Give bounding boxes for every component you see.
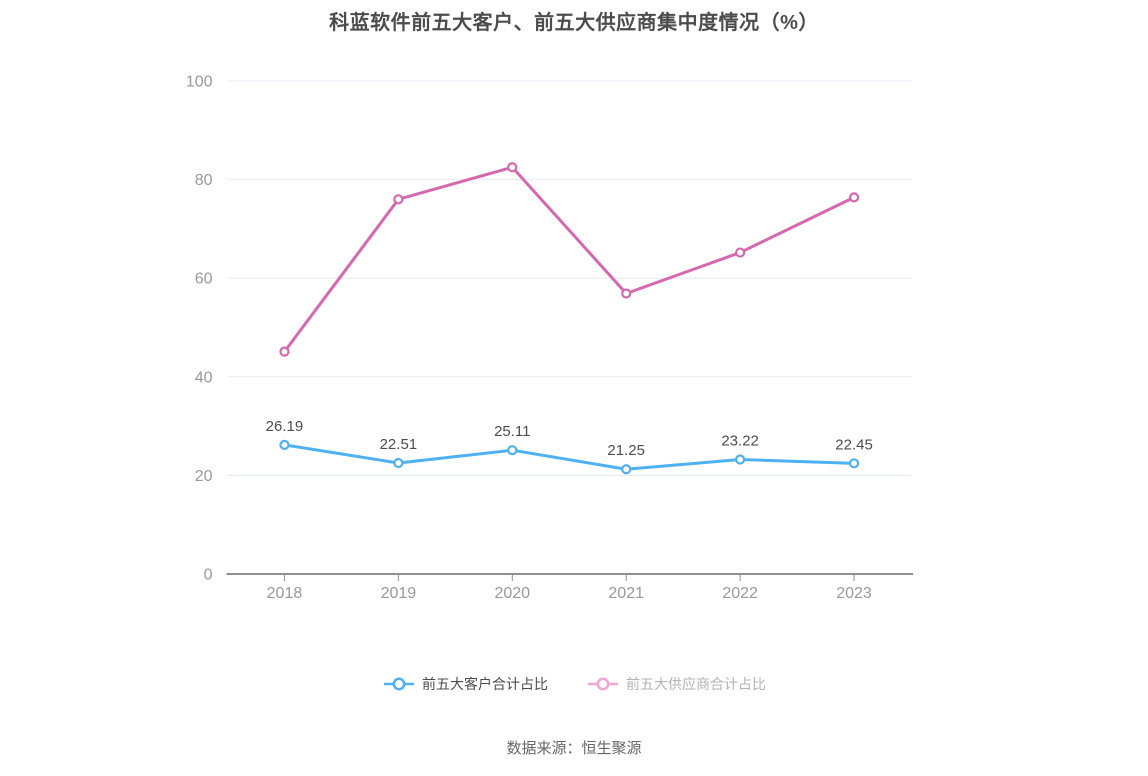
data-label: 25.11 [494, 423, 530, 440]
data-point[interactable] [279, 346, 290, 357]
data-label: 23.22 [721, 433, 759, 450]
x-axis-label: 2022 [722, 585, 758, 602]
line-series-icon [384, 677, 414, 691]
data-source: 数据来源：恒生聚源 [506, 740, 642, 757]
chart-title: 科蓝软件前五大客户、前五大供应商集中度情况（%） [329, 12, 819, 34]
data-point[interactable] [735, 454, 746, 465]
data-point[interactable] [507, 445, 518, 456]
data-point[interactable] [621, 288, 632, 299]
data-point[interactable] [393, 194, 404, 205]
data-point[interactable] [848, 192, 860, 203]
data-point[interactable] [393, 457, 404, 469]
x-axis-label: 2023 [836, 585, 872, 602]
data-point[interactable] [735, 247, 746, 258]
data-label: 21.25 [607, 442, 645, 459]
y-axis-label: 100 [186, 74, 213, 91]
data-label: 22.51 [380, 436, 418, 453]
legend-label-top5-customers: 前五大客户合计占比 [422, 676, 548, 692]
data-label: 22.45 [835, 436, 873, 453]
data-point[interactable] [279, 439, 290, 450]
data-point[interactable] [621, 464, 632, 475]
chart-legend: 前五大客户合计占比 前五大供应商合计占比 [0, 674, 1148, 694]
x-axis-label: 2021 [608, 585, 644, 602]
legend-label-top5-suppliers: 前五大供应商合计占比 [626, 676, 766, 692]
y-axis-label: 20 [195, 468, 213, 485]
data-point[interactable] [848, 458, 860, 469]
x-axis-label: 2019 [381, 585, 417, 602]
series-line-0 [282, 443, 856, 471]
x-axis-label: 2018 [267, 585, 303, 602]
y-axis-label: 80 [195, 172, 213, 189]
line-series-icon [588, 677, 618, 691]
data-label: 26.19 [266, 418, 304, 435]
data-point[interactable] [507, 162, 518, 173]
y-axis-label: 0 [204, 567, 213, 584]
series-line-1 [282, 165, 856, 354]
y-axis-label: 60 [195, 271, 213, 288]
y-axis-label: 40 [195, 369, 213, 386]
x-axis-label: 2020 [494, 585, 530, 602]
legend-item-top5-customers[interactable]: 前五大客户合计占比 [382, 674, 548, 694]
legend-item-top5-suppliers[interactable]: 前五大供应商合计占比 [586, 674, 766, 694]
